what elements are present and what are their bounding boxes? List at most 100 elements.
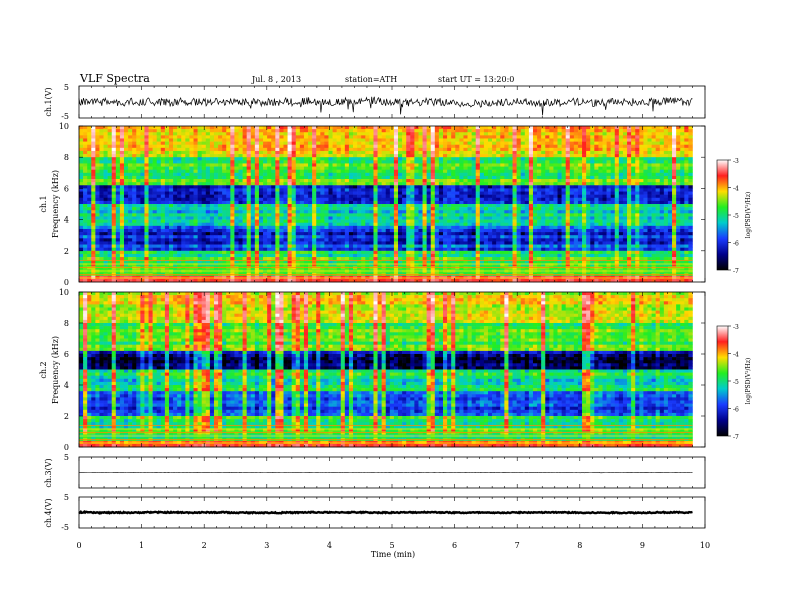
spec-cell bbox=[672, 167, 676, 170]
spec-cell bbox=[222, 142, 226, 145]
spec-cell bbox=[508, 129, 512, 132]
spec-cell bbox=[680, 142, 684, 145]
spec-cell bbox=[521, 160, 525, 163]
spec-cell bbox=[513, 157, 517, 160]
spec-cell bbox=[144, 154, 148, 157]
spec-cell bbox=[537, 157, 541, 160]
spec-cell bbox=[218, 129, 222, 132]
spec-cell bbox=[398, 129, 402, 132]
spec-cell bbox=[144, 132, 148, 135]
spec-cell bbox=[443, 163, 447, 166]
spec-cell bbox=[144, 126, 148, 129]
spec-cell bbox=[296, 160, 300, 163]
spec-cell bbox=[283, 173, 287, 176]
spec-cell bbox=[378, 160, 382, 163]
spec-cell bbox=[95, 132, 99, 135]
spec-cell bbox=[263, 138, 267, 141]
spec-cell bbox=[275, 142, 279, 145]
spec-cell bbox=[157, 154, 161, 157]
spec-cell bbox=[402, 138, 406, 141]
spec-cell bbox=[664, 154, 668, 157]
spec-cell bbox=[108, 129, 112, 132]
spec-cell bbox=[603, 154, 607, 157]
spec-cell bbox=[251, 135, 255, 138]
spec-cell bbox=[394, 157, 398, 160]
spec-cell bbox=[594, 145, 598, 148]
spec-cell bbox=[480, 163, 484, 166]
spec-cell bbox=[672, 145, 676, 148]
spec-cell bbox=[116, 163, 120, 166]
spec-cell bbox=[504, 151, 508, 154]
spec-cell bbox=[128, 157, 132, 160]
spec-cell bbox=[418, 148, 422, 151]
spec-cell bbox=[161, 173, 165, 176]
spec-cell bbox=[104, 154, 108, 157]
spec-cell bbox=[185, 129, 189, 132]
spec-cell bbox=[365, 167, 369, 170]
spec-cell bbox=[324, 148, 328, 151]
spec-cell bbox=[406, 142, 410, 145]
spec-cell bbox=[104, 142, 108, 145]
spec-cell bbox=[513, 132, 517, 135]
spec-cell bbox=[582, 163, 586, 166]
spec-cell bbox=[104, 163, 108, 166]
spec-cell bbox=[157, 126, 161, 129]
spec-cell bbox=[312, 145, 316, 148]
spec-cell bbox=[259, 167, 263, 170]
spec-cell bbox=[157, 142, 161, 145]
spec-cell bbox=[124, 148, 128, 151]
spec-cell bbox=[390, 167, 394, 170]
spec-cell bbox=[99, 135, 103, 138]
spec-cell bbox=[566, 129, 570, 132]
spec-cell bbox=[165, 129, 169, 132]
spec-cell bbox=[443, 148, 447, 151]
spec-cell bbox=[316, 154, 320, 157]
spec-cell bbox=[210, 167, 214, 170]
spec-cell bbox=[656, 167, 660, 170]
spec-cell bbox=[668, 132, 672, 135]
spec-cell bbox=[341, 142, 345, 145]
spec-cell bbox=[337, 151, 341, 154]
spec-cell bbox=[615, 160, 619, 163]
spec-cell bbox=[500, 160, 504, 163]
spec-cell bbox=[639, 160, 643, 163]
spec-cell bbox=[435, 163, 439, 166]
spec-cell bbox=[247, 157, 251, 160]
spec-cell bbox=[165, 163, 169, 166]
spec-cell bbox=[341, 148, 345, 151]
spec-cell bbox=[406, 138, 410, 141]
spec-cell bbox=[513, 126, 517, 129]
spec-cell bbox=[619, 160, 623, 163]
spec-cell bbox=[586, 154, 590, 157]
spec-cell bbox=[656, 163, 660, 166]
spec-cell bbox=[87, 132, 91, 135]
spec-cell bbox=[476, 138, 480, 141]
spec-cell bbox=[652, 160, 656, 163]
spec-cell bbox=[263, 173, 267, 176]
spec-cell bbox=[91, 151, 95, 154]
spec-cell bbox=[157, 151, 161, 154]
spec-cell bbox=[664, 160, 668, 163]
spec-cell bbox=[198, 173, 202, 176]
spec-cell bbox=[185, 148, 189, 151]
spec-cell bbox=[382, 148, 386, 151]
spec-cell bbox=[124, 132, 128, 135]
spec-cell bbox=[116, 160, 120, 163]
spec-cell bbox=[643, 142, 647, 145]
spec-cell bbox=[373, 138, 377, 141]
spec-cell bbox=[386, 173, 390, 176]
spec-cell bbox=[594, 148, 598, 151]
spec-cell bbox=[259, 148, 263, 151]
spec-cell bbox=[435, 151, 439, 154]
spec-cell bbox=[365, 126, 369, 129]
spec-cell bbox=[365, 173, 369, 176]
spec-cell bbox=[439, 148, 443, 151]
spec-cell bbox=[386, 135, 390, 138]
spec-cell bbox=[643, 173, 647, 176]
spec-cell bbox=[451, 157, 455, 160]
spec-cell bbox=[513, 151, 517, 154]
spec-cell bbox=[373, 170, 377, 173]
spec-cell bbox=[226, 167, 230, 170]
spec-cell bbox=[218, 126, 222, 129]
spec-cell bbox=[549, 145, 553, 148]
